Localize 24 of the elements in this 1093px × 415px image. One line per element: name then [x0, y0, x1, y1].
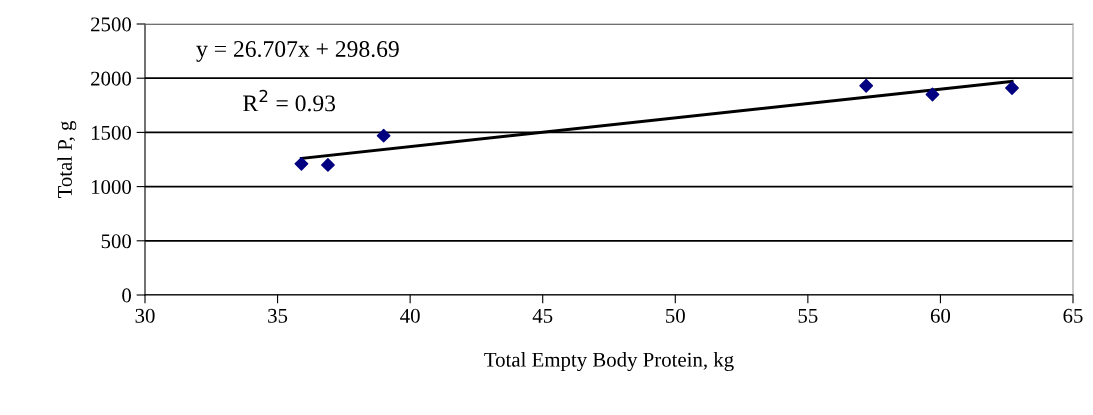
x-tick-label: 45	[532, 308, 553, 323]
x-tick-label: 60	[930, 308, 951, 323]
y-tick-label: 1500	[91, 125, 132, 140]
y-tick-label: 0	[122, 288, 132, 303]
x-tick-label: 55	[798, 309, 818, 323]
point	[859, 78, 874, 93]
x-tick-label: 65	[1063, 308, 1083, 323]
y-axis-title: Total P, g	[57, 120, 77, 199]
x-tick-label: 50	[666, 308, 685, 323]
annotation: y = 26.707x + 298.69	[196, 41, 399, 62]
x-tick-label: 30	[135, 308, 155, 323]
point	[376, 128, 391, 143]
y-tick-label: 2000	[91, 71, 132, 86]
point	[294, 156, 309, 171]
x-tick-label: 35	[268, 308, 288, 323]
y-tick-label: 500	[101, 234, 132, 249]
x-axis-title: Total Empty Body Protein, kg	[484, 352, 734, 372]
point	[321, 158, 335, 172]
x-tick-label: 40	[400, 308, 420, 323]
y-tick-label: 1000	[91, 179, 132, 195]
y-tick-label: 2500	[91, 17, 132, 32]
point	[1005, 81, 1019, 95]
annotation: R$^{2}$ = 0.93	[243, 89, 336, 112]
point	[925, 87, 940, 102]
